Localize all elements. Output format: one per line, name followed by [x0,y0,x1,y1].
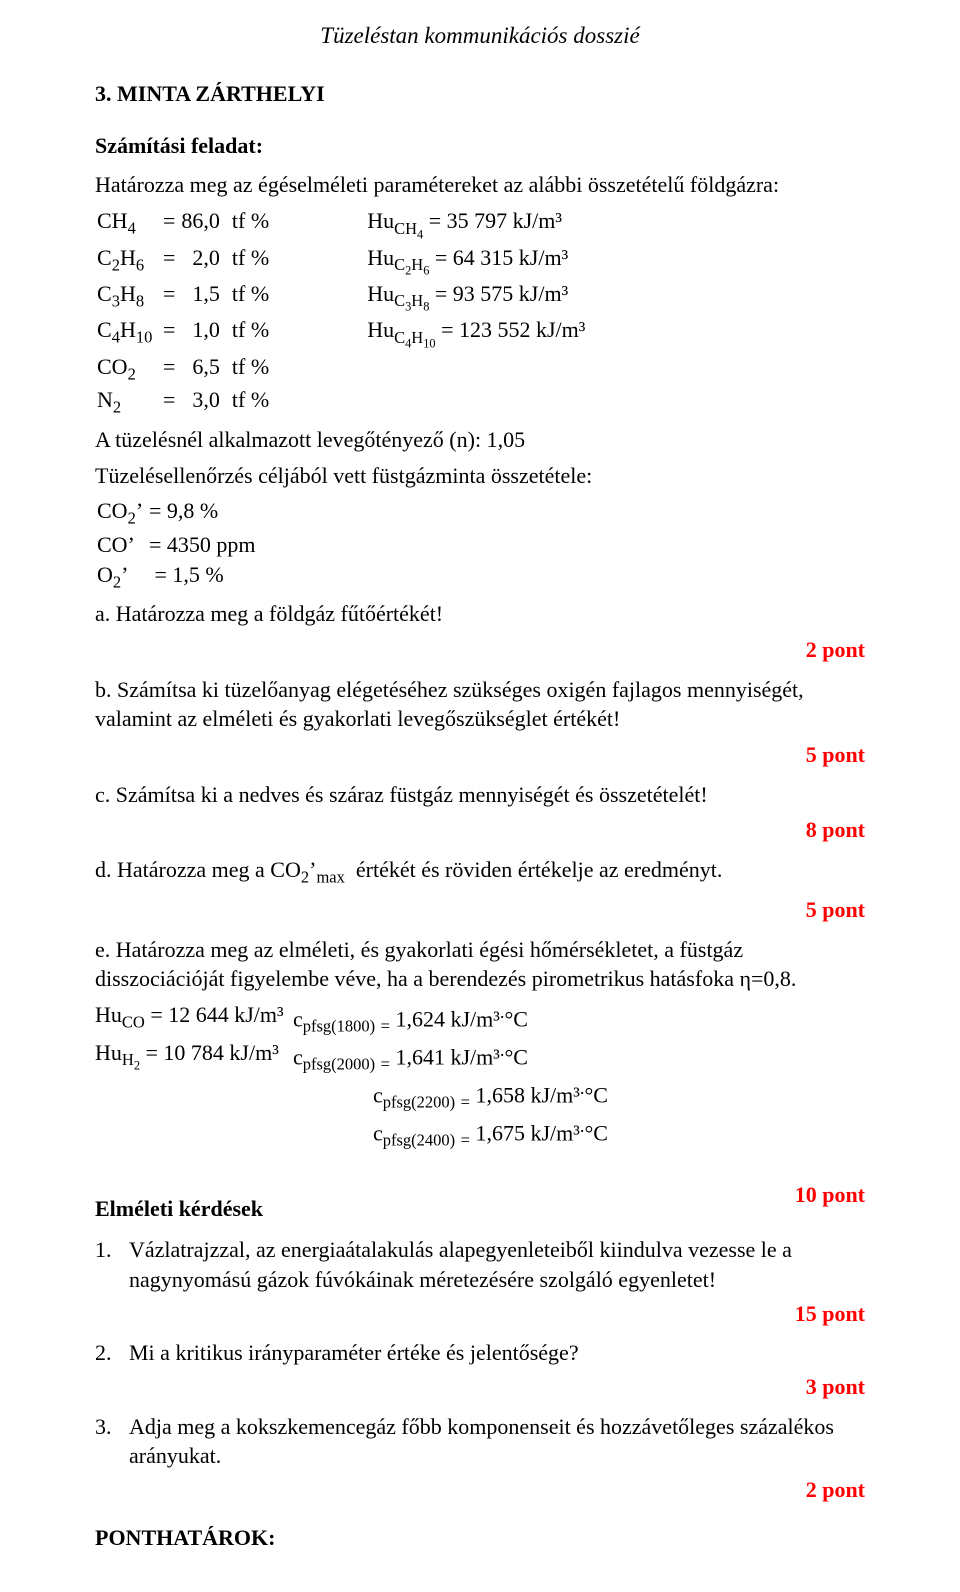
flue-gas-sample-table: CO2’ = 9,8 % CO’ = 4350 ppm O2’ = 1,5 % [95,496,258,593]
cpfsg-2000: cpfsg(2000) = 1,641 kJ/m³.°C [293,1038,528,1076]
value-cell: 1,5 [179,279,222,315]
theory-question-list: 3. Adja meg a kokszkemencegáz főbb kompo… [95,1412,865,1471]
table-row: C4H10 = 1,0 tf % HuC4H10 = 123 552 kJ/m³ [95,315,587,351]
table-row: CO’ = 4350 ppm [95,530,258,560]
points-badge: 2 pont [95,1475,865,1505]
item-text: Vázlatrajzzal, az energiaátalakulás alap… [129,1235,865,1294]
theory-question-list: 2. Mi a kritikus irányparaméter értéke é… [95,1338,865,1368]
sample-rhs: = 9,8 % [147,496,258,530]
item-number: 2. [95,1338,129,1368]
unit-cell: tf % [230,315,271,351]
table-row: CH4 = 86,0 tf % HuCH4 = 35 797 kJ/m³ [95,206,587,242]
species-cell: CH4 [95,206,159,242]
part-b: b. Számítsa ki tüzelőanyag elégetéséhez … [95,675,865,734]
item-text: Mi a kritikus irányparaméter értéke és j… [129,1338,865,1368]
item-text: Adja meg a kokszkemencegáz főbb komponen… [129,1412,865,1471]
points-badge: 15 pont [95,1299,865,1329]
points-badge: 3 pont [95,1372,865,1402]
footer-heading: PONTHATÁROK: [95,1523,865,1553]
item-number: 3. [95,1412,129,1471]
cpfsg-1800: cpfsg(1800) = 1,624 kJ/m³.°C [293,1000,528,1038]
sample-rhs: = 1,5 % [147,560,258,594]
points-badge: 5 pont [95,740,865,770]
cpfsg-2200: cpfsg(2200) = 1,658 kJ/m³.°C [373,1076,865,1114]
eq-cell: = [159,385,179,419]
table-row: C3H8 = 1,5 tf % HuC3H8 = 93 575 kJ/m³ [95,279,587,315]
eq-cell: = [159,315,179,351]
eq-cell: = [159,279,179,315]
theory-heading: Elméleti kérdések [95,1194,865,1224]
value-cell: 3,0 [179,385,222,419]
page-header: Tüzeléstan kommunikációs dosszié [95,20,865,51]
sample-lhs: O2’ [95,560,147,594]
task-intro: Határozza meg az égéselméleti paramétere… [95,170,865,200]
species-cell: CO2 [95,352,159,386]
sample-lhs: CO’ [95,530,147,560]
species-cell: C4H10 [95,315,159,351]
list-item: 1. Vázlatrajzzal, az energiaátalakulás a… [95,1235,865,1294]
part-a: a. Határozza meg a földgáz fűtőértékét! [95,599,865,629]
table-row: C2H6 = 2,0 tf % HuC2H6 = 64 315 kJ/m³ [95,243,587,279]
species-cell: C3H8 [95,279,159,315]
points-badge: 5 pont [95,895,865,925]
unit-cell: tf % [230,279,271,315]
points-badge: 2 pont [95,635,865,665]
unit-cell: tf % [230,243,271,279]
cpfsg-2400: cpfsg(2400) = 1,675 kJ/m³.°C [373,1114,865,1152]
air-factor-line: A tüzelésnél alkalmazott levegőtényező (… [95,425,865,455]
part-e: e. Határozza meg az elméleti, és gyakorl… [95,935,865,994]
hu-cell: HuCH4 = 35 797 kJ/m³ [365,206,587,242]
unit-cell: tf % [230,206,271,242]
document-title: 3. MINTA ZÁRTHELYI [95,79,865,109]
table-row: CO2 = 6,5 tf % [95,352,587,386]
hu-h2-label: HuH2 = 10 784 kJ/m³ [95,1038,293,1076]
unit-cell: tf % [230,385,271,419]
value-cell: 6,5 [179,352,222,386]
theory-question-list: 1. Vázlatrajzzal, az energiaátalakulás a… [95,1235,865,1294]
sample-rhs: = 4350 ppm [147,530,258,560]
table-row: N2 = 3,0 tf % [95,385,587,419]
value-cell: 1,0 [179,315,222,351]
item-number: 1. [95,1235,129,1294]
species-cell: C2H6 [95,243,159,279]
part-d: d. Határozza meg a CO2’max értékét és rö… [95,855,865,889]
part-c: c. Számítsa ki a nedves és száraz füstgá… [95,780,865,810]
table-row: CO2’ = 9,8 % [95,496,258,530]
eq-cell: = [159,206,179,242]
list-item: 2. Mi a kritikus irányparaméter értéke é… [95,1338,865,1368]
list-item: 3. Adja meg a kokszkemencegáz főbb kompo… [95,1412,865,1471]
table-row: O2’ = 1,5 % [95,560,258,594]
constant-row: HuCO = 12 644 kJ/m³ cpfsg(1800) = 1,624 … [95,1000,865,1038]
unit-cell: tf % [230,352,271,386]
points-badge: 8 pont [95,815,865,845]
hu-cell: HuC3H8 = 93 575 kJ/m³ [365,279,587,315]
value-cell: 86,0 [179,206,222,242]
hu-cell: HuC4H10 = 123 552 kJ/m³ [365,315,587,351]
hu-co-label: HuCO = 12 644 kJ/m³ [95,1000,293,1038]
sample-lhs: CO2’ [95,496,147,530]
task-heading: Számítási feladat: [95,131,865,161]
sample-intro: Tüzelésellenőrzés céljából vett füstgázm… [95,461,865,491]
constant-row: HuH2 = 10 784 kJ/m³ cpfsg(2000) = 1,641 … [95,1038,865,1076]
value-cell: 2,0 [179,243,222,279]
species-cell: N2 [95,385,159,419]
hu-cell: HuC2H6 = 64 315 kJ/m³ [365,243,587,279]
eq-cell: = [159,243,179,279]
gas-composition-table: CH4 = 86,0 tf % HuCH4 = 35 797 kJ/m³ C2H… [95,206,587,419]
eq-cell: = [159,352,179,386]
